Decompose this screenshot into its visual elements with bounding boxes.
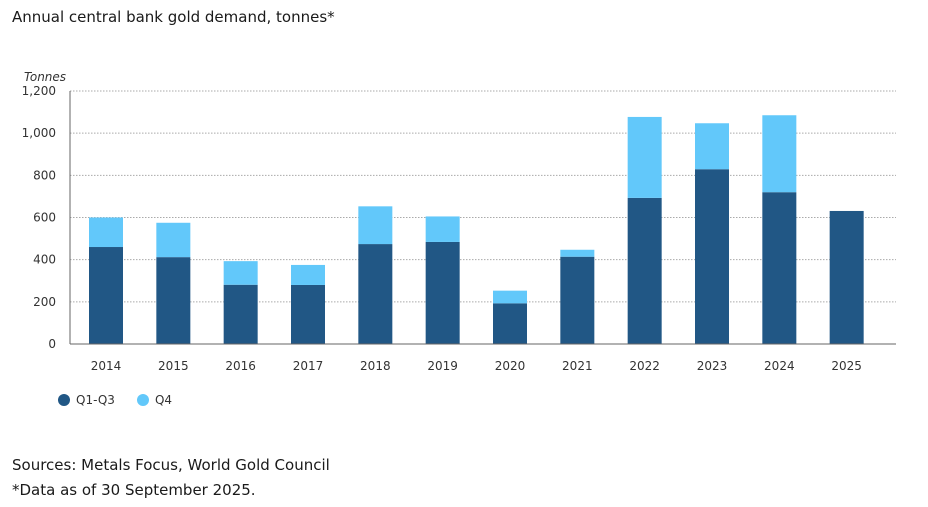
legend-item-q4: Q4 <box>136 393 173 407</box>
x-tick-label: 2014 <box>91 359 122 373</box>
chart-title: Annual central bank gold demand, tonnes* <box>12 8 335 26</box>
bar-q4-2015 <box>156 222 191 258</box>
x-tick-label: 2018 <box>360 359 391 373</box>
bar-q1q3-2025 <box>829 210 864 344</box>
sources-line: Sources: Metals Focus, World Gold Counci… <box>12 456 330 474</box>
x-tick-label: 2024 <box>764 359 795 373</box>
y-axis-ticks: 0 200 400 600 800 1,000 1,200 <box>22 84 56 351</box>
bar-q1q3-2017 <box>291 284 325 344</box>
legend-swatch-q4 <box>136 394 149 406</box>
x-tick-label: 2025 <box>831 359 862 373</box>
bar-q4-2024 <box>762 115 797 193</box>
legend-swatch-q1q3 <box>58 394 70 406</box>
x-tick-label: 2016 <box>225 359 256 373</box>
x-tick-label: 2020 <box>495 359 526 373</box>
bar-q1q3-2020 <box>493 303 527 344</box>
y-tick-label: 1,000 <box>22 126 56 140</box>
gridlines <box>70 90 896 303</box>
x-axis-ticks: 2014 2015 2016 2017 2018 2019 2020 2021 2022 2023… <box>91 359 862 373</box>
y-tick-label: 0 <box>48 337 56 351</box>
bar-q1q3-2023 <box>695 169 729 344</box>
sources-note: Sources: Metals Focus, World Gold Counci… <box>12 453 330 503</box>
bar-q4-2019 <box>425 216 460 242</box>
bar-q1q3-2018 <box>358 244 393 344</box>
bar-q4-2020 <box>493 290 527 304</box>
x-tick-label: 2022 <box>629 359 660 373</box>
legend: Q1-Q3 Q4 <box>58 393 172 407</box>
legend-label-q4: Q4 <box>154 393 173 407</box>
bar-q1q3-2021 <box>560 256 595 344</box>
bar-q4-2023 <box>695 123 729 170</box>
bars <box>89 115 864 344</box>
x-tick-label: 2019 <box>427 359 458 373</box>
x-tick-label: 2023 <box>697 359 728 373</box>
x-tick-label: 2017 <box>293 359 324 373</box>
bar-q1q3-2015 <box>156 257 191 344</box>
bar-q4-2017 <box>291 264 325 285</box>
bar-q1q3-2014 <box>89 247 123 344</box>
y-tick-label: 200 <box>33 295 56 309</box>
data-date-note: *Data as of 30 September 2025. <box>12 481 256 499</box>
y-tick-label: 400 <box>33 253 56 267</box>
bar-q1q3-2024 <box>762 192 797 344</box>
x-tick-label: 2015 <box>158 359 189 373</box>
legend-label-q1q3: Q1-Q3 <box>76 393 115 407</box>
y-tick-label: 600 <box>33 211 56 225</box>
bar-q4-2021 <box>560 249 595 257</box>
bar-q1q3-2022 <box>627 197 662 344</box>
y-axis-unit-label: Tonnes <box>24 70 66 84</box>
legend-item-q1q3: Q1-Q3 <box>58 393 115 407</box>
y-tick-label: 1,200 <box>22 84 56 98</box>
bar-q4-2018 <box>358 206 393 245</box>
bar-q4-2014 <box>89 217 123 248</box>
x-tick-label: 2021 <box>562 359 593 373</box>
bar-q4-2022 <box>627 116 662 198</box>
y-tick-label: 800 <box>33 168 56 182</box>
bar-q1q3-2016 <box>223 284 258 344</box>
bar-q4-2016 <box>223 261 258 285</box>
bar-q1q3-2019 <box>425 241 460 344</box>
